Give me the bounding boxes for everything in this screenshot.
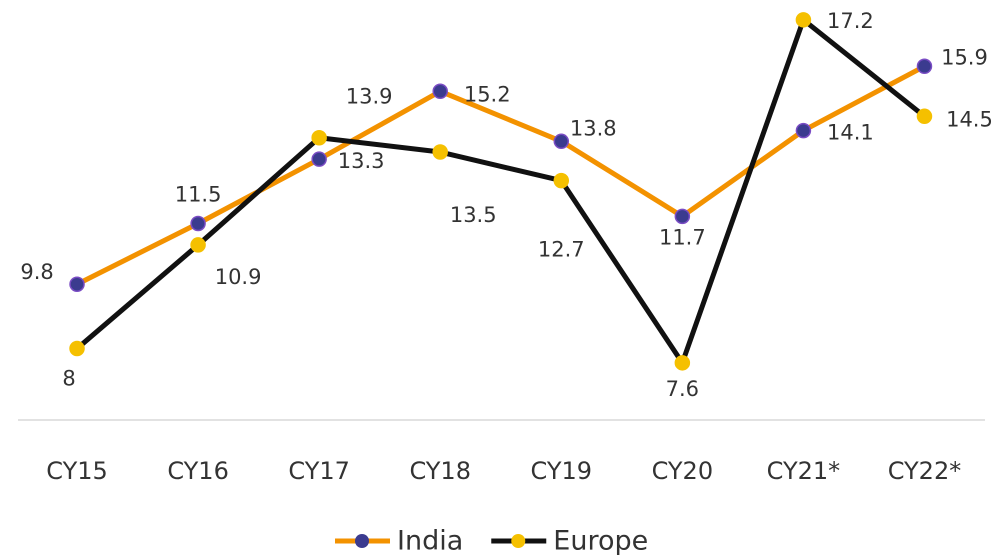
data-label: 13.3 (338, 149, 385, 173)
data-label: 11.5 (175, 182, 222, 206)
marker (674, 355, 691, 371)
x-tick-label: CY20 (652, 457, 714, 485)
x-tick-label: CY15 (46, 457, 108, 485)
data-label: 13.8 (570, 116, 617, 140)
marker (916, 108, 933, 125)
data-label: 15.9 (941, 45, 988, 69)
marker (311, 129, 327, 146)
marker (69, 340, 85, 357)
data-label: 12.7 (538, 238, 585, 262)
marker (190, 237, 206, 253)
marker (795, 122, 812, 139)
x-tick-label: CY22* (888, 457, 962, 485)
data-label: 17.2 (827, 9, 874, 33)
x-tick-label: CY19 (531, 457, 593, 485)
x-tick-label: CY16 (167, 457, 229, 485)
x-tick-label: CY18 (409, 457, 471, 485)
legend-label: Europe (553, 526, 648, 557)
data-label: 9.8 (20, 260, 53, 284)
series-line (75, 64, 926, 287)
marker (795, 12, 812, 28)
marker (69, 276, 85, 292)
data-label: 14.1 (827, 121, 874, 145)
data-label: 13.5 (450, 203, 497, 227)
data-label: 10.9 (215, 265, 262, 289)
data-label: 8 (62, 367, 75, 391)
data-label: 13.9 (346, 85, 393, 109)
marker (311, 151, 327, 167)
data-label: 11.7 (659, 225, 706, 249)
x-tick-label: CY17 (288, 457, 350, 485)
legend-label: India (397, 526, 463, 557)
legend-marker (511, 534, 526, 548)
legend-marker (355, 534, 369, 548)
series-line (75, 17, 927, 366)
marker (432, 144, 448, 160)
data-label: 15.2 (464, 82, 511, 106)
marker (190, 215, 206, 232)
marker (432, 83, 448, 100)
x-tick-label: CY21* (767, 457, 841, 485)
data-label: 14.5 (946, 107, 993, 131)
data-label: 7.6 (666, 377, 699, 401)
marker (553, 133, 570, 150)
marker (916, 58, 933, 75)
marker (674, 208, 691, 225)
marker (553, 172, 570, 189)
